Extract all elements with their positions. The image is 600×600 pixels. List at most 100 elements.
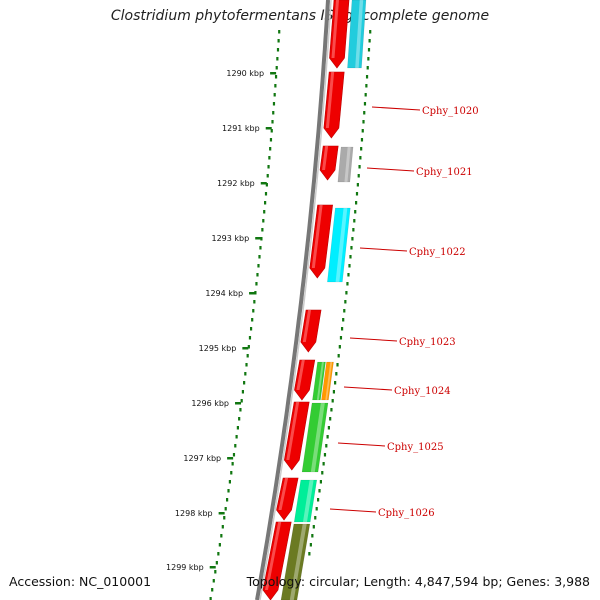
tick-mark: [255, 237, 262, 240]
track-dot: [265, 183, 268, 187]
track-dot: [332, 390, 336, 394]
track-dot: [367, 48, 371, 52]
track-dot: [244, 372, 247, 376]
label-leader-line: [349, 337, 398, 342]
track-dot: [337, 354, 340, 358]
gene-labels: Cphy_1020 Cphy_1021 Cphy_1022 Cphy_1023 Cphy…: [378, 106, 479, 519]
gene-arrow-shine: [278, 478, 289, 510]
track-dot: [368, 39, 371, 43]
gene-track: [262, 0, 350, 600]
track-dot: [256, 273, 259, 277]
track-dot: [217, 552, 220, 556]
track-dot: [329, 417, 332, 421]
genome-backbone: [255, 0, 332, 600]
track-dot: [362, 120, 365, 124]
label-leader-line: [343, 386, 393, 391]
track-dot: [267, 165, 270, 169]
track-dot: [259, 246, 262, 250]
track-dot: [322, 462, 325, 466]
track-dot: [264, 201, 267, 205]
tick-mark: [218, 512, 225, 515]
track-dot: [352, 228, 355, 232]
map-title: Clostridium phytofermentans ISDg, comple…: [110, 8, 490, 24]
gene-label: Cphy_1026: [378, 508, 435, 519]
gene-label: Cphy_1020: [422, 106, 479, 117]
track-dot: [239, 408, 242, 412]
gene-arrow: [300, 309, 322, 353]
gene-arrow: [294, 359, 316, 401]
cog-box-shine: [302, 480, 314, 522]
track-dot: [232, 453, 236, 457]
track-dot: [275, 66, 278, 70]
track-dot: [214, 570, 217, 574]
track-dot: [269, 147, 272, 151]
track-dot: [312, 525, 315, 529]
track-dot: [347, 273, 350, 277]
track-dot: [340, 327, 344, 331]
track-dot: [270, 129, 273, 133]
label-leader-line: [329, 508, 377, 513]
track-dot: [344, 300, 347, 304]
gene-label: Cphy_1021: [416, 167, 473, 178]
track-dot: [360, 138, 364, 142]
track-dot: [314, 516, 317, 520]
track-dot: [224, 507, 227, 511]
track-dot: [367, 57, 370, 61]
track-dot: [220, 534, 223, 538]
track-dot: [346, 282, 349, 286]
tick-labels: 1290 kbp 1291 kbp 1292 kbp 1293 kbp 1294 kbp…: [166, 69, 264, 572]
tick-mark: [227, 457, 234, 460]
track-dot: [226, 498, 229, 502]
track-dot: [223, 516, 226, 520]
track-dot: [240, 399, 243, 403]
track-dot: [261, 228, 264, 232]
cog-box: [327, 207, 351, 283]
track-dot: [350, 246, 353, 250]
tick-mark: [270, 72, 277, 75]
track-dot: [258, 255, 261, 259]
gene-arrow: [262, 521, 292, 600]
track-dot: [230, 471, 233, 475]
track-dot: [271, 120, 274, 124]
track-dot: [360, 147, 363, 151]
track-dot: [272, 102, 276, 106]
track-dot: [315, 507, 318, 511]
cog-box: [312, 361, 326, 401]
gene-arrow-shine: [302, 310, 312, 342]
track-dot: [211, 588, 214, 592]
track-dot: [268, 156, 271, 160]
track-dot: [342, 318, 345, 322]
label-leader-line: [337, 442, 386, 447]
gene-arrow-shine: [311, 205, 323, 268]
track-dot: [355, 201, 358, 205]
track-dot: [276, 57, 279, 61]
track-dot: [253, 300, 256, 304]
track-dot: [212, 579, 215, 583]
tick-label: 1298 kbp: [175, 509, 213, 518]
track-dot: [361, 129, 364, 133]
track-dot: [234, 444, 237, 448]
cog-box: [347, 0, 367, 69]
label-leader-line: [359, 247, 408, 252]
gene-label: Cphy_1023: [399, 337, 456, 348]
track-dot: [254, 291, 257, 295]
track-dot: [277, 39, 280, 43]
track-dot: [334, 381, 337, 385]
tick-mark: [265, 127, 272, 130]
track-dot: [349, 255, 352, 259]
track-dot: [355, 192, 359, 196]
track-dot: [351, 237, 354, 241]
track-dot: [236, 426, 239, 430]
track-dot: [247, 345, 250, 349]
track-dot: [241, 390, 245, 394]
gene-label: Cphy_1024: [394, 386, 451, 397]
track-dot: [264, 192, 268, 196]
track-dot: [343, 309, 346, 313]
track-dot: [311, 534, 314, 538]
track-dot: [273, 93, 276, 97]
track-dot: [364, 93, 367, 97]
cog-box-shine: [289, 524, 307, 600]
cog-track: [280, 0, 367, 600]
gene-label-leaders: [329, 106, 421, 513]
